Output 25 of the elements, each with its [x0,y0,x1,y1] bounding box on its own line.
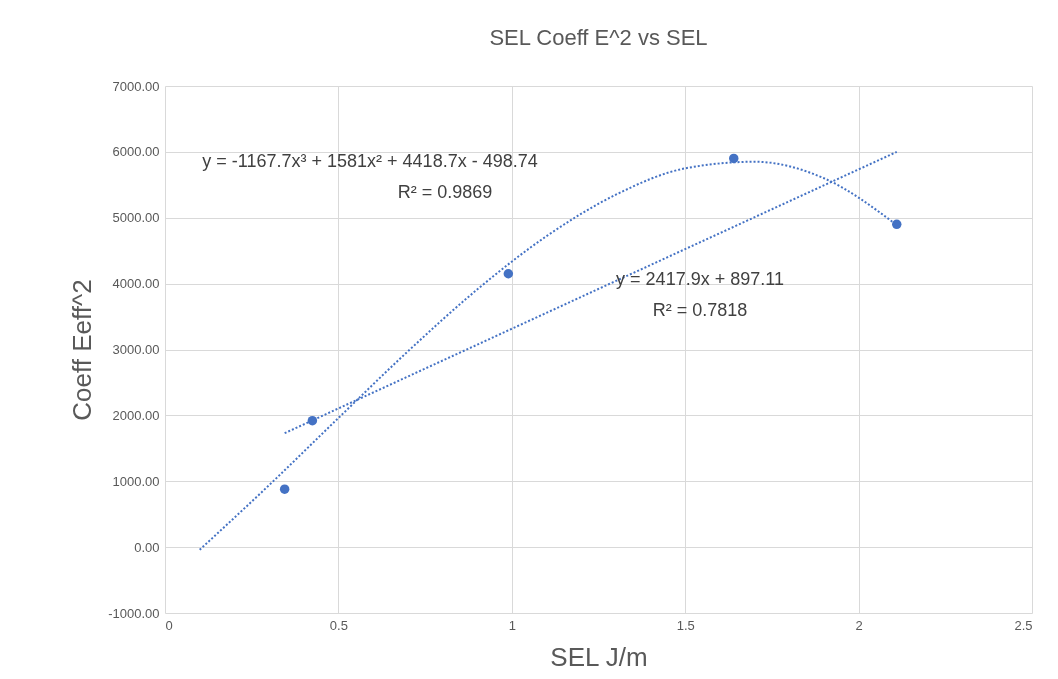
x-axis-title: SEL J/m [550,641,648,672]
y-axis-title: Coeff Eeff^2 [67,279,98,421]
x-tick-label: 2 [855,617,863,633]
point [503,269,514,279]
y-tick-label: 2000.00 [112,407,160,423]
annotation: y = 2417.9x + 897.11 [616,269,784,289]
chart-title: SEL Coeff E^2 vs SEL [489,25,708,50]
annotation: R² = 0.7818 [652,300,748,320]
x-tick-label: 1.5 [676,617,695,633]
x-tick-label: 2.5 [1014,617,1033,633]
y-tick-label: 4000.00 [112,276,160,292]
y-tick-label: 6000.00 [112,144,160,160]
annotation: R² = 0.9869 [397,182,493,202]
y-tick-label: 5000.00 [112,210,160,226]
x-tick-label: 1 [508,617,516,633]
y-tick-label: 1000.00 [112,473,160,489]
y-tick-label: 3000.00 [112,342,160,357]
y-tick-label: 7000.00 [112,78,160,94]
y-tick-label: -1000.00 [108,605,160,621]
point [279,484,290,494]
x-tick-label: 0.5 [329,617,348,633]
annotation: y = -1167.7x³ + 1581x² + 4418.7x - 498.74 [202,151,538,171]
point [729,153,739,164]
x-tick-label: 0 [165,617,173,633]
y-tick-label: 0.00 [134,539,160,555]
